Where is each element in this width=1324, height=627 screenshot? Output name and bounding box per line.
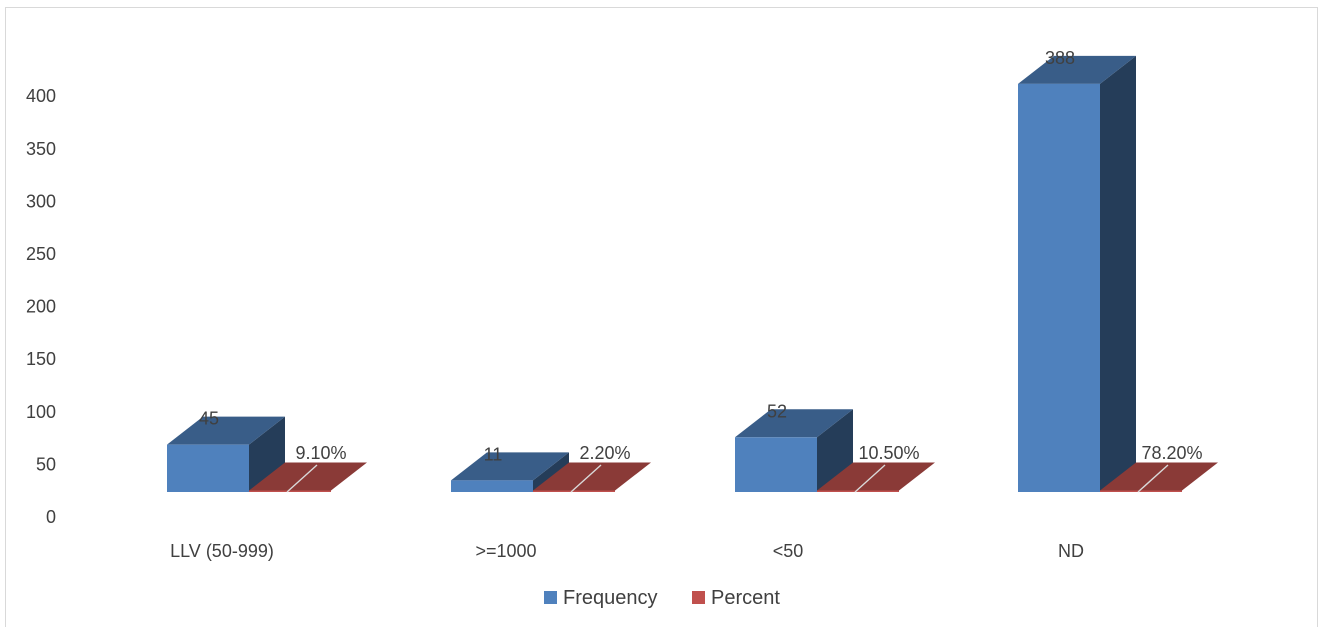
- bar-frequency: [1018, 55, 1136, 492]
- data-label-frequency: 45: [199, 409, 219, 429]
- legend-item: Percent: [692, 587, 780, 609]
- x-axis: LLV (50-999) >=1000 <50 ND: [170, 541, 1084, 561]
- bar-top-face: [735, 409, 853, 438]
- y-tick-label: 100: [26, 402, 56, 422]
- data-labels-group: 45 9.10% 11 2.20% 52 10.50% 388 78.20%: [199, 48, 1203, 465]
- bar-frequency: [167, 416, 285, 492]
- bar-top-face: [249, 462, 367, 491]
- data-label-percent: 10.50%: [858, 443, 919, 463]
- data-label-frequency: 11: [484, 444, 503, 464]
- y-tick-label: 250: [26, 244, 56, 264]
- bar-front-face: [817, 490, 899, 492]
- legend-label: Frequency: [563, 587, 658, 609]
- bar-front-face: [451, 480, 533, 492]
- bar-percent: [817, 462, 935, 493]
- bar-top-face: [533, 462, 651, 491]
- bar-front-face: [533, 490, 615, 492]
- legend-swatch: [692, 591, 705, 604]
- leader-line: [570, 464, 602, 493]
- bar-side-face: [1100, 55, 1136, 492]
- y-tick-label: 350: [26, 139, 56, 159]
- bar-top-face: [817, 462, 935, 491]
- leader-line: [1137, 464, 1169, 493]
- bar-frequency: [451, 452, 569, 492]
- bar-percent: [249, 462, 367, 493]
- y-tick-label: 200: [26, 297, 56, 317]
- data-label-frequency: 388: [1045, 48, 1075, 68]
- y-tick-label: 50: [36, 454, 56, 474]
- bars-group: [167, 55, 1218, 493]
- bar-percent: [533, 462, 651, 493]
- bar-top-face: [451, 452, 569, 481]
- leader-line: [286, 464, 318, 493]
- bar-side-face: [533, 452, 569, 492]
- y-tick-label: 400: [26, 86, 56, 106]
- x-tick-label: <50: [773, 541, 804, 561]
- data-label-percent: 78.20%: [1141, 443, 1202, 463]
- legend-swatch: [544, 591, 557, 604]
- y-tick-label: 0: [46, 507, 56, 527]
- legend-label: Percent: [711, 587, 780, 609]
- x-tick-label: >=1000: [475, 541, 536, 561]
- bar-front-face: [735, 437, 817, 492]
- bar-front-face: [167, 444, 249, 492]
- y-tick-label: 300: [26, 191, 56, 211]
- bar-frequency: [735, 409, 853, 492]
- bar-side-face: [249, 416, 285, 492]
- y-axis: 0 50 100 150 200 250 300 350 400: [26, 86, 56, 527]
- x-tick-label: LLV (50-999): [170, 541, 274, 561]
- bar-front-face: [249, 490, 331, 492]
- data-label-percent: 2.20%: [579, 443, 630, 463]
- data-label-percent: 9.10%: [295, 443, 346, 463]
- data-label-frequency: 52: [767, 401, 787, 421]
- leader-line: [854, 464, 886, 493]
- bar-front-face: [1018, 83, 1100, 492]
- bar-side-face: [817, 409, 853, 492]
- y-tick-label: 150: [26, 349, 56, 369]
- legend-item: Frequency: [544, 587, 658, 609]
- bar-top-face: [1100, 462, 1218, 491]
- bar-front-face: [1100, 490, 1182, 492]
- bar-top-face: [167, 416, 285, 445]
- bar-top-face: [1018, 55, 1136, 84]
- legend: Frequency Percent: [544, 587, 780, 609]
- bar-percent: [1100, 462, 1218, 493]
- x-tick-label: ND: [1058, 541, 1084, 561]
